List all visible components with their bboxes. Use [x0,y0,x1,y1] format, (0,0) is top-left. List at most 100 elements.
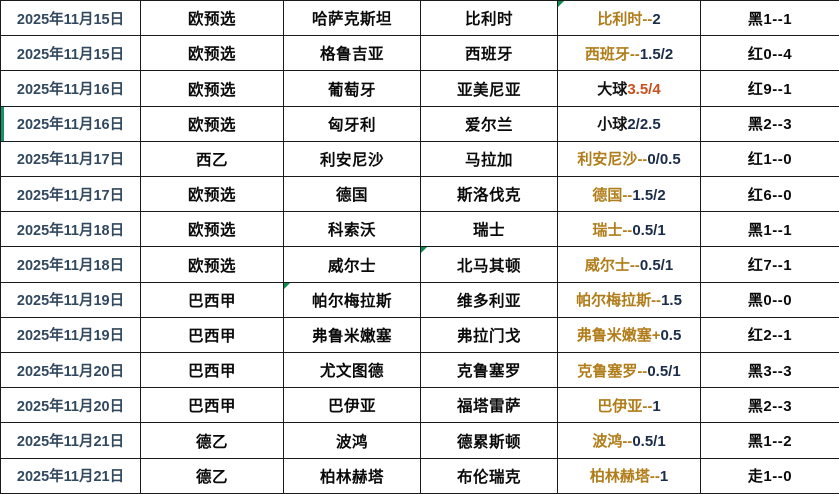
cell-handicap: 德国--1.5/2 [557,176,701,213]
cell-league: 欧预选 [140,35,284,72]
row-highlight-edge [1,107,4,141]
table-row[interactable]: 2025年11月17日 欧预选 德国 斯洛伐克 德国--1.5/2 红6--0 [0,176,839,213]
cell-home-team: 哈萨克斯坦 [283,0,421,37]
handicap-value: 0.5/1 [632,433,666,451]
cell-league: 巴西甲 [140,387,284,424]
cell-handicap: 弗鲁米嫩塞+0.5 [557,316,701,354]
cell-home-team: 尤文图德 [283,352,421,389]
cell-date: 2025年11月21日 [0,457,141,494]
cell-result: 黑2--3 [700,105,839,142]
table-row[interactable]: 2025年11月16日 欧预选 匈牙利 爱尔兰 小球2/2.5 黑2--3 [0,105,839,142]
cell-home-team: 德国 [283,176,421,213]
cell-home-team: 匈牙利 [283,105,421,142]
cell-away-team: 弗拉门戈 [420,316,558,354]
table-row[interactable]: 2025年11月17日 西乙 利安尼沙 马拉加 利安尼沙--0/0.5 红1--0 [0,140,839,178]
table-row[interactable]: 2025年11月15日 欧预选 哈萨克斯坦 比利时 比利时--2 黑1--1 [0,0,839,37]
cell-league: 德乙 [140,422,284,459]
cell-handicap: 波鸿--0.5/1 [557,422,701,459]
cell-handicap: 西班牙--1.5/2 [557,35,701,72]
cell-league: 德乙 [140,457,284,494]
cell-home-team: 威尔士 [283,246,421,283]
cell-away-team: 北马其顿 [420,246,558,283]
cell-handicap: 利安尼沙--0/0.5 [557,140,701,178]
cell-result: 红2--1 [700,316,839,354]
handicap-label: 西班牙-- [584,45,640,63]
comment-marker-icon [558,1,564,7]
table-row[interactable]: 2025年11月16日 欧预选 葡萄牙 亚美尼亚 大球3.5/4 红9--1 [0,70,839,107]
handicap-value: 0.5/1 [639,257,674,275]
cell-home-team: 利安尼沙 [283,140,421,178]
cell-handicap: 巴伊亚--1 [557,387,701,424]
cell-home-team: 柏林赫塔 [283,457,421,494]
cell-away-team: 布伦瑞克 [420,457,558,494]
comment-marker-icon [284,283,290,289]
handicap-value: 1 [659,468,669,486]
cell-league: 欧预选 [140,70,284,107]
handicap-value: 1.5/2 [632,186,666,204]
handicap-label: 瑞士-- [592,221,633,239]
table-row[interactable]: 2025年11月21日 德乙 柏林赫塔 布伦瑞克 柏林赫塔--1 走1--0 [0,457,839,494]
cell-date: 2025年11月20日 [0,387,141,424]
cell-result: 黑3--3 [700,352,839,389]
cell-date: 2025年11月19日 [0,316,141,354]
handicap-value: 0.5/1 [647,362,681,380]
cell-league: 欧预选 [140,211,284,248]
cell-home-team: 帕尔梅拉斯 [283,281,421,318]
handicap-label: 比利时-- [597,10,653,28]
cell-handicap: 大球3.5/4 [557,70,701,107]
table-row[interactable]: 2025年11月20日 巴西甲 巴伊亚 福塔雷萨 巴伊亚--1 黑2--3 [0,387,839,424]
cell-handicap: 克鲁塞罗--0.5/1 [557,352,701,389]
cell-away-team: 爱尔兰 [420,105,558,142]
handicap-label: 利安尼沙-- [577,151,648,169]
cell-result: 红7--1 [700,246,839,283]
handicap-label: 克鲁塞罗-- [577,362,648,380]
cell-away-team: 比利时 [420,0,558,37]
handicap-label: 帕尔梅拉斯-- [576,292,662,310]
cell-league: 欧预选 [140,246,284,283]
cell-away-team: 斯洛伐克 [420,176,558,213]
cell-result: 走1--0 [700,457,839,494]
cell-away-team: 亚美尼亚 [420,70,558,107]
cell-date: 2025年11月17日 [0,140,141,178]
cell-league: 巴西甲 [140,316,284,354]
handicap-value: 1 [652,397,661,415]
cell-result: 黑1--2 [700,422,839,459]
handicap-value: 2/2.5 [627,116,661,134]
cell-date: 2025年11月15日 [0,0,141,37]
cell-date: 2025年11月18日 [0,246,141,283]
cell-date: 2025年11月19日 [0,281,141,318]
table-row[interactable]: 2025年11月20日 巴西甲 尤文图德 克鲁塞罗 克鲁塞罗--0.5/1 黑3--3 [0,352,839,389]
cell-result: 黑2--3 [700,387,839,424]
cell-away-team: 瑞士 [420,211,558,248]
table-row[interactable]: 2025年11月18日 欧预选 威尔士 北马其顿 威尔士--0.5/1 红7--1 [0,246,839,283]
cell-date: 2025年11月17日 [0,176,141,213]
table-row[interactable]: 2025年11月18日 欧预选 科索沃 瑞士 瑞士--0.5/1 黑1--1 [0,211,839,248]
cell-result: 红0--4 [700,35,839,72]
cell-home-team: 科索沃 [283,211,421,248]
handicap-value: 2 [652,10,661,28]
cell-away-team: 维多利亚 [420,281,558,318]
cell-result: 红9--1 [700,70,839,107]
cell-home-team: 巴伊亚 [283,387,421,424]
handicap-value: 1.5 [661,292,682,310]
handicap-label: 大球 [597,81,628,98]
cell-league: 欧预选 [140,105,284,142]
table-row[interactable]: 2025年11月15日 欧预选 格鲁吉亚 西班牙 西班牙--1.5/2 红0--4 [0,35,839,72]
cell-handicap: 瑞士--0.5/1 [557,211,701,248]
cell-league: 巴西甲 [140,281,284,318]
cell-result: 黑0--0 [700,281,839,318]
table-row[interactable]: 2025年11月21日 德乙 波鸿 德累斯顿 波鸿--0.5/1 黑1--2 [0,422,839,459]
cell-home-team: 波鸿 [283,422,421,459]
cell-result: 黑1--1 [700,211,839,248]
cell-league: 欧预选 [140,176,284,213]
cell-home-team: 葡萄牙 [283,70,421,107]
cell-date: 2025年11月21日 [0,422,141,459]
handicap-label: 威尔士-- [584,257,640,275]
handicap-label: 弗鲁米嫩塞+ [576,327,661,345]
table-row[interactable]: 2025年11月19日 巴西甲 帕尔梅拉斯 维多利亚 帕尔梅拉斯--1.5 黑0--0 [0,281,839,318]
cell-league: 西乙 [140,140,284,178]
handicap-label: 小球 [597,116,628,134]
cell-date: 2025年11月16日 [0,70,141,107]
table-row[interactable]: 2025年11月19日 巴西甲 弗鲁米嫩塞 弗拉门戈 弗鲁米嫩塞+0.5 红2--1 [0,316,839,354]
